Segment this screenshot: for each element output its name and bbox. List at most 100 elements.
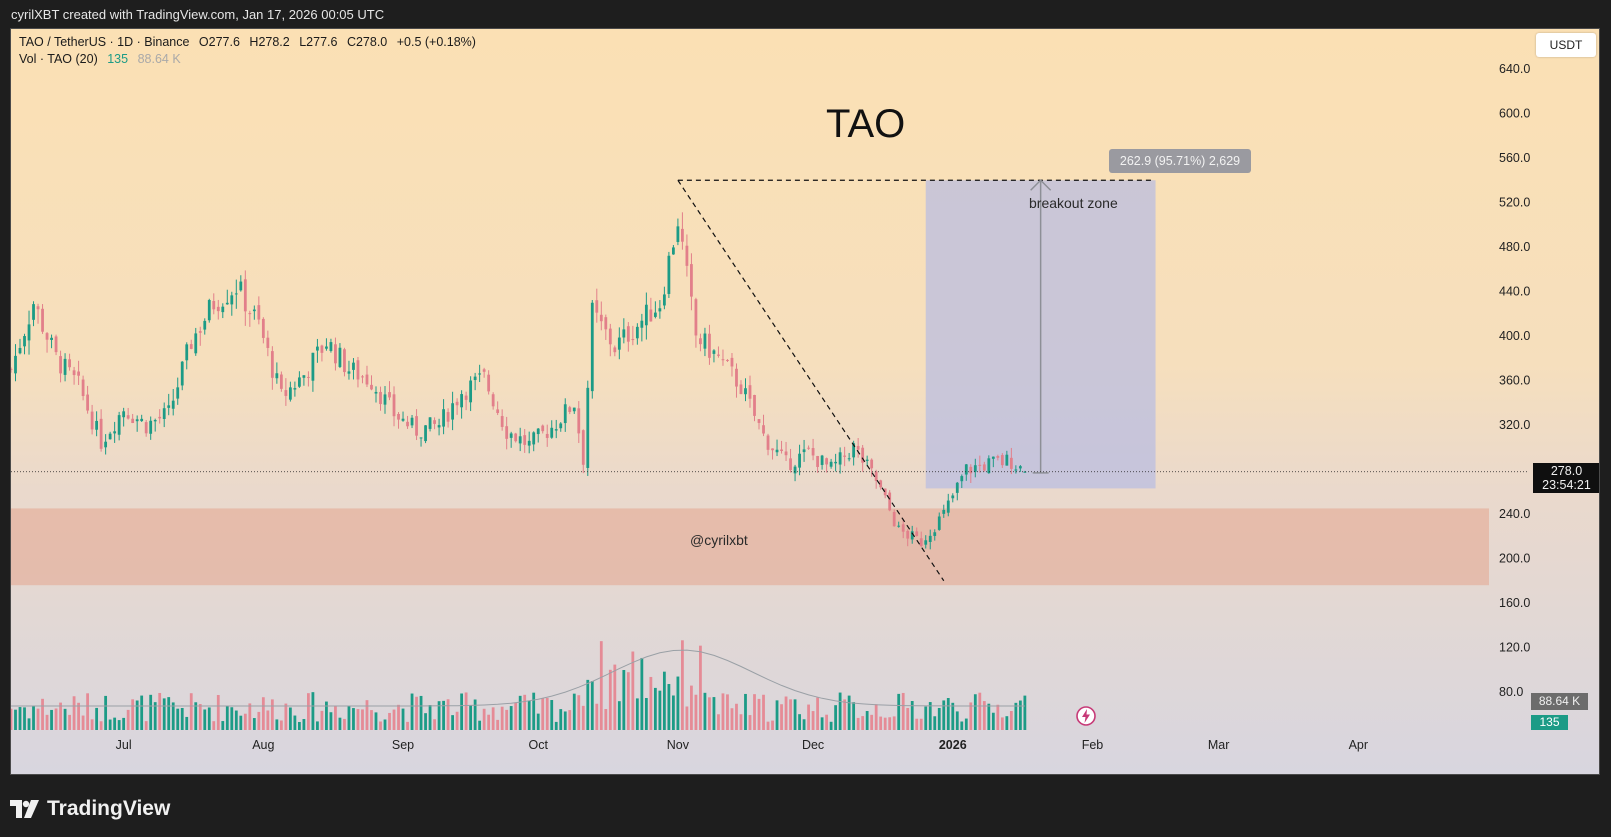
price-tick-label: 160.0 (1499, 596, 1530, 610)
chart-canvas[interactable]: 640.0 600.0 560.0 520.0 480.0 440.0 400.0 360.0… (11, 29, 1600, 775)
price-tick-label: 400.0 (1499, 329, 1530, 343)
candle-body (158, 416, 162, 419)
candle-body (721, 359, 725, 361)
candle-body (234, 293, 238, 295)
time-tick-label: Aug (252, 738, 274, 752)
volume-bar (617, 701, 621, 730)
candle-body (473, 376, 477, 381)
overlay-layer (11, 179, 1529, 582)
candle-body (383, 394, 387, 405)
candle-body (757, 419, 761, 423)
volume-bar (320, 710, 324, 730)
symbol-legend[interactable]: TAO / TetherUS · 1D · Binance O277.6 H27… (19, 35, 482, 49)
breakout-zone-label[interactable]: breakout zone (1029, 195, 1118, 211)
volume-label[interactable]: Vol · TAO (20) (19, 52, 98, 66)
time-tick-label: Sep (392, 738, 414, 752)
candle-body (685, 245, 689, 266)
volume-bar (883, 717, 887, 730)
candle-body (374, 391, 378, 394)
volume-bar (343, 718, 346, 730)
symbol-name[interactable]: TAO / TetherUS · 1D · Binance (19, 35, 190, 49)
candle-body (690, 264, 693, 297)
candle-body (708, 333, 711, 358)
volume-bar (721, 693, 725, 730)
volume-legend[interactable]: Vol · TAO (20) 135 88.64 K (19, 52, 187, 66)
currency-selector[interactable]: USDT (1536, 33, 1596, 57)
candle-body (185, 344, 189, 361)
chart-panel[interactable]: 640.0 600.0 560.0 520.0 480.0 440.0 400.0 360.0… (10, 28, 1600, 775)
volume-bar (194, 702, 198, 730)
candle-body (347, 371, 351, 374)
volume-bar (95, 707, 99, 730)
volume-bar (338, 717, 342, 730)
lightning-icon[interactable] (1076, 706, 1096, 726)
volume-bar (347, 706, 351, 730)
volume-bar (784, 696, 788, 730)
candle-body (460, 394, 464, 408)
author-handle-annotation[interactable]: @cyrilxbt (690, 532, 748, 548)
volume-ma-value: 88.64 K (137, 52, 181, 66)
volume-bar (45, 714, 49, 730)
candle-body (63, 358, 67, 375)
volume-bar (279, 720, 283, 730)
volume-bar (757, 698, 761, 730)
candle-body (1000, 455, 1004, 466)
volume-bar (919, 718, 923, 730)
candle-body (221, 306, 225, 313)
measure-label[interactable]: 262.9 (95.71%) 2,629 (1109, 149, 1251, 173)
volume-bar (383, 719, 387, 730)
candle-body (239, 281, 243, 291)
candle-body (491, 394, 495, 407)
candle-body (469, 380, 473, 403)
volume-bar (135, 700, 139, 730)
volume-bar (996, 704, 1000, 730)
candle-body (356, 360, 360, 380)
volume-bar (1023, 695, 1027, 730)
candle-body (370, 384, 373, 390)
candle-body (198, 331, 202, 333)
candle-body (207, 300, 211, 321)
candle-body (433, 420, 436, 424)
candle-body (820, 455, 824, 465)
volume-bar (108, 719, 112, 730)
candle-body (153, 419, 157, 422)
volume-bar (843, 699, 847, 730)
candle-body (316, 346, 319, 351)
volume-bar (162, 698, 166, 730)
volume-bar (847, 695, 851, 730)
volume-bar (595, 703, 599, 730)
volume-bar (464, 692, 468, 730)
volume-bar (739, 714, 743, 730)
candle-body (874, 471, 878, 481)
volume-bar (257, 711, 261, 730)
candle-body (18, 347, 22, 354)
candle-body (775, 449, 779, 453)
chart-title-annotation[interactable]: TAO (826, 102, 906, 146)
volume-bar (649, 676, 653, 730)
candle-body (54, 336, 58, 353)
candle-body (771, 448, 774, 451)
candle-body (419, 437, 423, 439)
candle-body (343, 349, 346, 373)
volume-bar (744, 693, 747, 730)
volume-bar (622, 670, 626, 730)
candle-body (626, 326, 630, 342)
candle-body (1009, 457, 1013, 469)
volume-bar (293, 715, 297, 730)
volume-bar (915, 718, 919, 730)
candle-body (834, 461, 838, 464)
volume-bar (1018, 700, 1022, 730)
volume-bar (63, 708, 67, 730)
volume-bar (712, 697, 716, 730)
volume-bar (248, 703, 252, 730)
volume-bar (667, 684, 671, 730)
volume-bar (635, 698, 639, 730)
volume-bar (811, 711, 815, 730)
candle-body (681, 228, 684, 242)
candle-body (856, 445, 860, 450)
volume-bar (793, 699, 797, 730)
candle-body (266, 337, 270, 348)
attribution-text: cyrilXBT created with TradingView.com, J… (11, 7, 385, 22)
volume-bar (505, 709, 509, 730)
candle-body (77, 371, 80, 376)
